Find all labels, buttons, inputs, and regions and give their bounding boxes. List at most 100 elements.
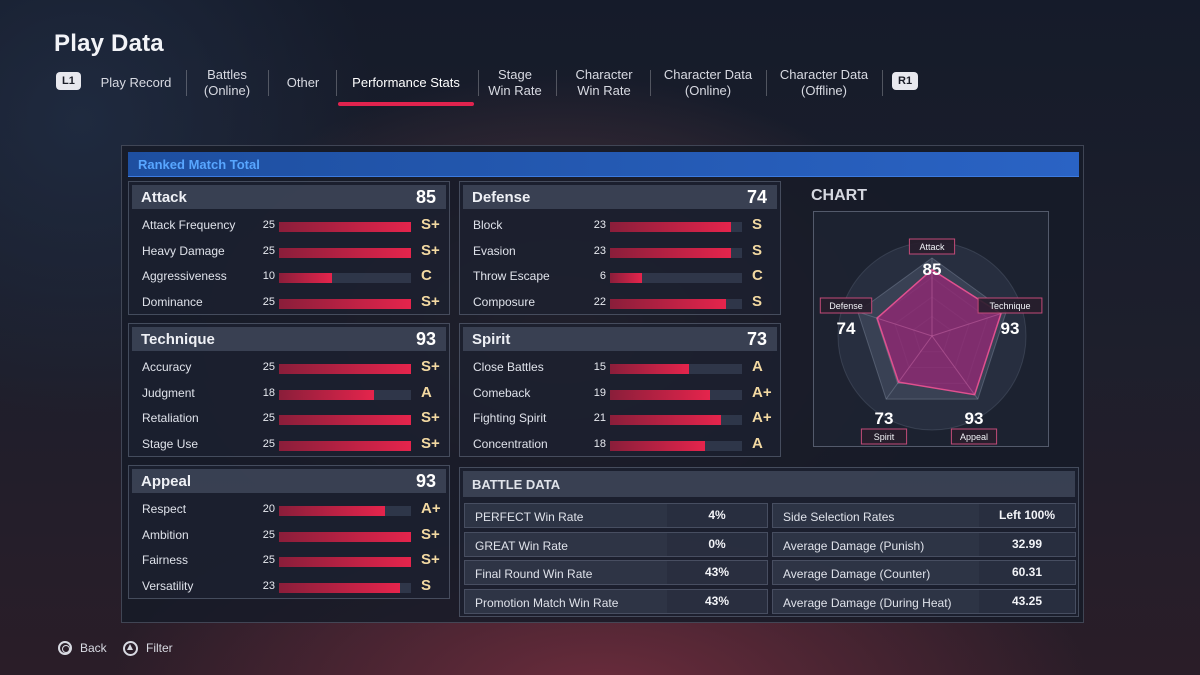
stat-row-label: Fairness [142, 553, 189, 568]
battle-data-row: Side Selection Rates Left 100% [772, 503, 1076, 528]
stat-row-label: Ambition [142, 527, 189, 542]
stat-total: 93 [415, 471, 436, 491]
tab-play-record[interactable]: Play Record [100, 75, 172, 90]
battle-data-row: GREAT Win Rate 0% [464, 531, 768, 557]
stat-row-grade: S+ [421, 434, 440, 452]
tab-character-data-online[interactable]: Character Data (Online) [663, 67, 753, 98]
tab-separator [882, 70, 883, 96]
stat-bar-fill [610, 440, 706, 451]
stat-bar-fill [610, 389, 711, 400]
battle-data-label: Promotion Match Win Rate [475, 595, 619, 610]
stat-row-grade: S [752, 216, 763, 233]
stat-bar-fill [279, 364, 411, 374]
battle-data-label: GREAT Win Rate [475, 538, 568, 553]
stat-row-label: Accuracy [142, 360, 192, 374]
stat-row-value: 25 [262, 412, 275, 425]
stat-bar-fill [279, 222, 411, 232]
stat-bar-track [279, 582, 411, 593]
stat-bar-track [279, 389, 411, 400]
tab-battles-online[interactable]: Battles (Online) [203, 67, 251, 98]
stat-bar-fill [279, 298, 411, 309]
battle-data-label: PERFECT Win Rate [475, 510, 584, 524]
stat-header: Defense 74 [463, 185, 777, 209]
stat-row: Block 23 S [460, 215, 780, 237]
stat-bar-track [279, 247, 411, 258]
stat-row-grade: A+ [752, 409, 772, 427]
stat-row-label: Block [473, 218, 503, 232]
stat-row-value: 23 [593, 244, 606, 257]
stat-row: Accuracy 25 S+ [129, 357, 449, 379]
stat-box-technique: Technique 93 Accuracy 25 S+ Judgment 18 A Retali… [128, 323, 450, 457]
stat-row-value: 25 [262, 437, 275, 450]
stat-bar-track [610, 247, 742, 258]
battle-data-label: Final Round Win Rate [475, 567, 593, 582]
radar-axis-label: Technique [989, 301, 1030, 311]
stat-row-label: Fighting Spirit [473, 411, 547, 426]
back-hint[interactable]: Back [58, 640, 107, 656]
panel-header: Ranked Match Total [128, 152, 1079, 177]
stat-box-defense: Defense 74 Block 23 S Evasion 23 S Throw Escape 6… [459, 181, 781, 315]
stat-row: Comeback 19 A+ [460, 383, 780, 405]
stat-row-grade: S+ [421, 241, 440, 259]
filter-hint[interactable]: Filter [123, 640, 173, 656]
stat-name: Defense [472, 189, 531, 206]
stat-bar-track [279, 506, 411, 516]
battle-data-value: Left 100% [979, 504, 1075, 527]
radar-axis-tag [860, 428, 908, 445]
tab-character-data-offline[interactable]: Character Data (Offline) [779, 67, 869, 98]
stat-row: Aggressiveness 10 C [129, 266, 449, 288]
tab-stage-win-rate[interactable]: Stage Win Rate [488, 67, 542, 98]
stat-row-grade: S [752, 241, 763, 259]
radar-axis-label: Attack [919, 242, 945, 252]
stat-row-label: Retaliation [142, 411, 199, 426]
tab-separator [556, 70, 557, 96]
stat-row-value: 22 [593, 295, 606, 308]
tab-separator [186, 70, 187, 96]
stat-row-label: Composure [473, 294, 536, 309]
stat-bar-track [279, 273, 411, 284]
stat-total: 74 [746, 187, 767, 207]
battle-data-title: BATTLE DATA [472, 477, 561, 492]
stat-bar-track [610, 298, 742, 309]
stat-row-value: 18 [262, 386, 275, 399]
tab-other[interactable]: Other [286, 75, 320, 90]
r1-button[interactable]: R1 [892, 72, 919, 90]
tab-performance-stats[interactable]: Performance Stats [352, 75, 460, 90]
stat-row: Ambition 25 S+ [129, 525, 449, 547]
l1-button[interactable]: L1 [56, 72, 81, 90]
stat-bar-fill [279, 531, 411, 542]
radar-axis-label: Appeal [960, 432, 988, 442]
stat-bar-fill [279, 506, 385, 516]
stat-bar-track [610, 222, 742, 232]
stat-bar-fill [610, 298, 727, 309]
active-tab-indicator [338, 102, 474, 106]
stat-bar-fill [610, 222, 732, 232]
battle-data-value: 4% [667, 504, 767, 527]
radar-axis-label: Spirit [874, 432, 895, 442]
stat-total: 85 [415, 187, 436, 207]
tab-character-win-rate[interactable]: Character Win Rate [575, 67, 633, 98]
tab-separator [478, 70, 479, 96]
radar-inner-spoke [876, 317, 933, 337]
stat-row: Fighting Spirit 21 A+ [460, 408, 780, 430]
stat-bar-track [279, 531, 411, 542]
stat-row: Versatility 23 S [129, 576, 449, 598]
radar-value-label: 74 [837, 319, 856, 338]
stat-row-label: Versatility [142, 578, 194, 593]
tab-separator [650, 70, 651, 96]
stat-row-label: Aggressiveness [142, 269, 227, 284]
battle-data-label: Average Damage (Punish) [783, 538, 925, 553]
stat-bar-track [279, 364, 411, 374]
stat-row: Dominance 25 S+ [129, 292, 449, 314]
stat-row-value: 19 [593, 386, 606, 399]
stat-bar-track [610, 273, 742, 284]
battle-data-row: Final Round Win Rate 43% [464, 560, 768, 586]
stat-row-value: 25 [262, 295, 275, 308]
stat-name: Attack [141, 189, 187, 206]
radar-value-label: 93 [965, 409, 984, 428]
stat-row-label: Dominance [142, 294, 203, 309]
stat-row: Throw Escape 6 C [460, 266, 780, 288]
stat-total: 93 [415, 329, 436, 349]
radar-inner-spoke [931, 335, 976, 395]
stat-row-value: 15 [593, 361, 606, 373]
